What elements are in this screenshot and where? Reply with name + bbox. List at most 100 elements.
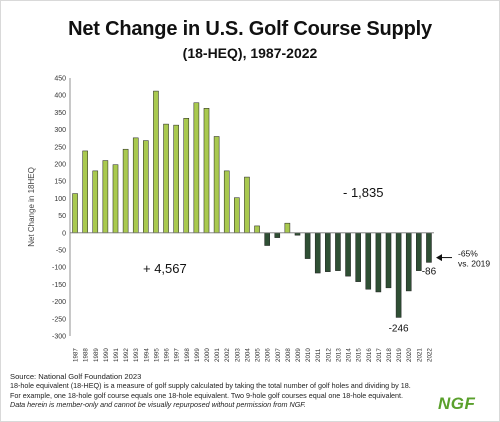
negative-total-label: - 1,835	[343, 185, 383, 200]
bar	[112, 164, 119, 234]
x-tick-label: 2005	[255, 348, 262, 362]
x-tick-label: 1997	[174, 348, 181, 362]
x-tick-label: 1989	[93, 348, 100, 362]
bar	[314, 232, 321, 274]
footer-source: Source: National Golf Foundation 2023	[10, 372, 142, 381]
bar	[244, 176, 250, 234]
chart-title: Net Change in U.S. Golf Course Supply	[68, 18, 432, 40]
footer-note-1: 18-hole equivalent (18-HEQ) is a measure…	[10, 381, 411, 391]
y-tick-label: -150	[52, 282, 66, 289]
bar	[325, 232, 331, 272]
bar	[426, 232, 432, 263]
x-tick-label: 2015	[356, 348, 363, 362]
x-tick-label: 2016	[366, 348, 373, 362]
x-tick-label: 1988	[83, 348, 90, 362]
x-tick-label: 2008	[285, 348, 292, 362]
x-tick-label: 2001	[214, 348, 221, 362]
x-tick-label: 2020	[406, 348, 413, 362]
y-tick-label: -50	[56, 248, 66, 255]
bar	[355, 232, 361, 282]
x-tick-label: 1994	[143, 348, 150, 362]
x-tick-label: 2011	[315, 348, 322, 362]
y-tick-label: -300	[52, 334, 66, 341]
bar	[254, 225, 260, 234]
x-tick-label: 1998	[184, 348, 191, 362]
bar	[102, 160, 109, 234]
footer-note-2: For example, one 18-hole golf course equ…	[10, 390, 404, 400]
x-tick-label: 2004	[244, 348, 251, 362]
bar	[304, 232, 311, 259]
footer: Source: National Golf Foundation 2023 18…	[10, 372, 430, 409]
bar	[365, 232, 372, 290]
change-period-label: vs. 2019	[458, 259, 490, 269]
x-tick-label: 2006	[265, 348, 272, 362]
x-tick-label: 2002	[224, 348, 231, 362]
x-tick-label: 1996	[164, 348, 171, 362]
bar	[173, 124, 179, 234]
bar	[92, 170, 99, 234]
x-tick-label: 1990	[103, 348, 110, 362]
x-tick-label: 2007	[275, 348, 282, 362]
chart-subtitle: (18-HEQ), 1987-2022	[182, 45, 318, 61]
y-tick-label: -250	[52, 316, 66, 323]
x-tick-label: 2017	[376, 348, 383, 362]
x-tick-label: 2021	[416, 348, 423, 362]
x-tick-label: 2009	[295, 348, 302, 362]
y-tick-label: 200	[54, 162, 66, 169]
bar	[153, 90, 159, 234]
bar	[122, 148, 129, 234]
bar	[163, 123, 169, 234]
bar	[416, 232, 422, 271]
bar	[335, 232, 341, 271]
x-tick-label: 1993	[133, 348, 140, 362]
last-value-label: -86	[422, 266, 437, 277]
min-value-label: -246	[389, 323, 409, 334]
change-percent-label: -65%	[458, 249, 478, 259]
arrow-left-icon-head	[436, 254, 442, 262]
bar	[132, 137, 139, 234]
ngf-logo: NGF	[438, 394, 476, 413]
x-tick-label: 2018	[386, 348, 393, 362]
y-tick-label: 150	[54, 179, 66, 186]
bar	[405, 232, 412, 292]
y-tick-label: 300	[54, 127, 66, 134]
bar	[284, 222, 291, 234]
y-tick-label: -100	[52, 265, 66, 272]
x-tick-label: 1999	[194, 348, 201, 362]
x-tick-label: 2014	[346, 348, 353, 362]
bar	[385, 232, 392, 289]
bar	[375, 232, 382, 293]
y-tick-label: 450	[54, 76, 66, 83]
x-tick-label: 2012	[325, 348, 332, 362]
y-tick-label: 50	[58, 213, 66, 220]
x-tick-label: 1991	[113, 348, 120, 362]
bar	[183, 117, 190, 234]
x-tick-label: 2010	[305, 348, 312, 362]
y-axis-title: Net Change in 18HEQ	[27, 167, 36, 247]
y-tick-label: 0	[62, 230, 66, 237]
x-tick-label: 2019	[396, 348, 403, 362]
x-tick-label: 1995	[153, 348, 160, 362]
bar	[274, 232, 281, 238]
bar	[223, 170, 230, 234]
x-tick-label: 2022	[426, 348, 433, 362]
y-tick-label: 400	[54, 93, 66, 100]
x-tick-label: 1992	[123, 348, 130, 362]
y-tick-label: -200	[52, 299, 66, 306]
y-tick-label: 100	[54, 196, 66, 203]
positive-total-label: + 4,567	[143, 261, 187, 276]
x-tick-label: 2000	[204, 348, 211, 362]
y-tick-label: 350	[54, 110, 66, 117]
bar	[203, 108, 210, 234]
bar	[264, 232, 270, 246]
y-tick-label: 250	[54, 144, 66, 151]
x-tick-label: 2003	[234, 348, 241, 362]
bar	[234, 197, 240, 234]
footer-disclaimer: Data herein is member-only and cannot be…	[10, 399, 306, 409]
bar	[193, 102, 200, 234]
x-tick-label: 1987	[73, 348, 80, 362]
bar	[143, 140, 149, 234]
x-tick-label: 2013	[335, 348, 342, 362]
bar	[72, 193, 78, 234]
